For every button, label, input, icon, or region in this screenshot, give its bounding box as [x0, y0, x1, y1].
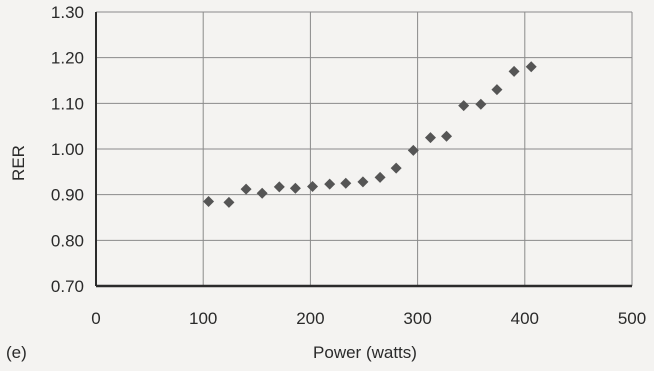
y-tick-label: 1.30	[51, 3, 84, 22]
tick-labels: 0 100 200 300 400 500 0.70 0.80 0.90 1.00 1.10 1.20…	[51, 3, 646, 328]
data-point	[357, 176, 369, 188]
y-tick-label: 1.20	[51, 49, 84, 68]
data-point	[324, 178, 336, 190]
x-axis-title: Power (watts)	[313, 343, 417, 362]
data-point	[273, 181, 285, 193]
data-point	[307, 180, 319, 192]
x-tick-label: 500	[618, 309, 646, 328]
data-point	[374, 171, 386, 183]
x-tick-label: 100	[189, 309, 217, 328]
x-tick-label: 400	[511, 309, 539, 328]
data-point	[390, 162, 402, 174]
data-point	[256, 187, 268, 199]
y-axis-title: RER	[9, 145, 28, 181]
x-tick-label: 200	[296, 309, 324, 328]
data-point	[525, 61, 537, 73]
data-point	[491, 84, 503, 96]
panel-label: (e)	[6, 343, 27, 362]
y-tick-label: 0.90	[51, 186, 84, 205]
data-point	[475, 98, 487, 110]
data-point	[223, 196, 235, 208]
x-tick-label: 300	[403, 309, 431, 328]
data-point	[407, 144, 419, 156]
data-point	[240, 183, 252, 195]
data-points	[203, 61, 537, 208]
y-tick-label: 1.10	[51, 94, 84, 113]
data-point	[424, 132, 436, 144]
y-tick-label: 1.00	[51, 140, 84, 159]
data-point	[441, 130, 453, 142]
data-point	[340, 177, 352, 189]
data-point	[203, 196, 215, 208]
x-tick-label: 0	[91, 309, 100, 328]
data-point	[508, 65, 520, 77]
axes	[95, 12, 632, 288]
y-tick-label: 0.80	[51, 231, 84, 250]
grid	[96, 11, 633, 286]
data-point	[458, 100, 470, 112]
data-point	[289, 182, 301, 194]
y-tick-label: 0.70	[51, 277, 84, 296]
